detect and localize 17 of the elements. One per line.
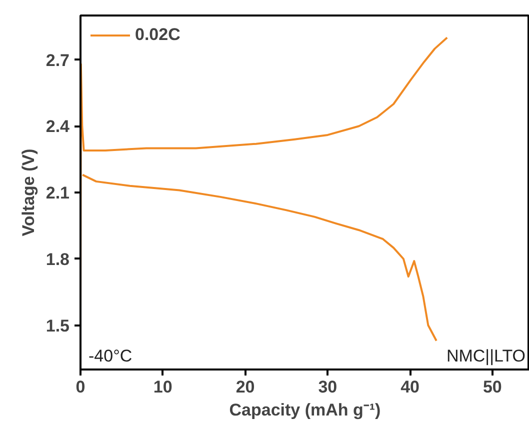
x-tick-label: 40	[400, 378, 420, 396]
annotation: -40°C	[88, 346, 132, 366]
y-tick-label: 1.5	[46, 316, 70, 336]
line-series	[82, 174, 438, 342]
x-tick-label: 0	[76, 378, 86, 396]
annotation: NMC||LTO	[446, 346, 526, 366]
x-tick-label: 20	[236, 378, 255, 396]
y-tick-label: 2.1	[46, 184, 70, 202]
y-axis-title: Voltage (V)	[18, 148, 38, 236]
x-axis-title: Capacity (mAh g⁻¹)	[229, 400, 381, 420]
legend-label: 0.02C	[135, 25, 180, 45]
x-tick-label: 50	[482, 378, 502, 396]
y-tick-label: 2.7	[46, 50, 70, 70]
y-tick-label: 1.8	[46, 250, 70, 269]
y-tick-label: 2.4	[46, 117, 70, 136]
x-tick-label: 10	[153, 378, 172, 396]
x-tick-label: 30	[318, 378, 338, 396]
